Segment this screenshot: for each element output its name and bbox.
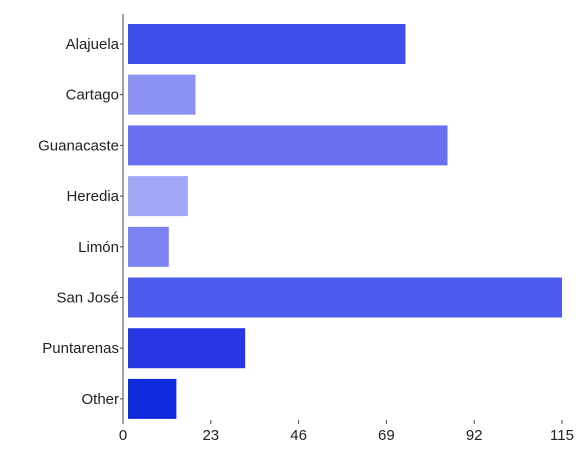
- x-tick-label: 23: [202, 427, 219, 444]
- bar-other: [128, 378, 177, 419]
- x-tick-label: 115: [550, 427, 574, 444]
- axes: [120, 14, 563, 424]
- bar-puntarenas: [128, 328, 246, 369]
- bars-layer: [128, 24, 562, 419]
- bar-heredia: [128, 176, 188, 217]
- bar-san-josé: [128, 277, 562, 318]
- category-label: Cartago: [66, 87, 119, 104]
- category-label: Limón: [78, 239, 119, 256]
- category-label: Puntarenas: [42, 340, 119, 357]
- category-labels: Alajuela Cartago Guanacaste Heredia Limón San…: [38, 36, 120, 408]
- x-tick-label: 69: [378, 427, 395, 444]
- category-label: San José: [56, 290, 119, 307]
- bar-cartago: [128, 74, 196, 115]
- category-label: Other: [81, 391, 119, 408]
- x-tick-label: 92: [466, 427, 483, 444]
- bar-limón: [128, 226, 169, 267]
- category-label: Guanacaste: [38, 137, 119, 154]
- category-label: Heredia: [66, 188, 119, 205]
- x-tick-labels: 0 23 46 69 92 115: [119, 427, 574, 444]
- bar-guanacaste: [128, 125, 448, 166]
- x-tick-label: 0: [119, 427, 127, 444]
- category-label: Alajuela: [66, 36, 120, 53]
- bar-alajuela: [128, 24, 406, 64]
- x-tick-label: 46: [290, 427, 307, 444]
